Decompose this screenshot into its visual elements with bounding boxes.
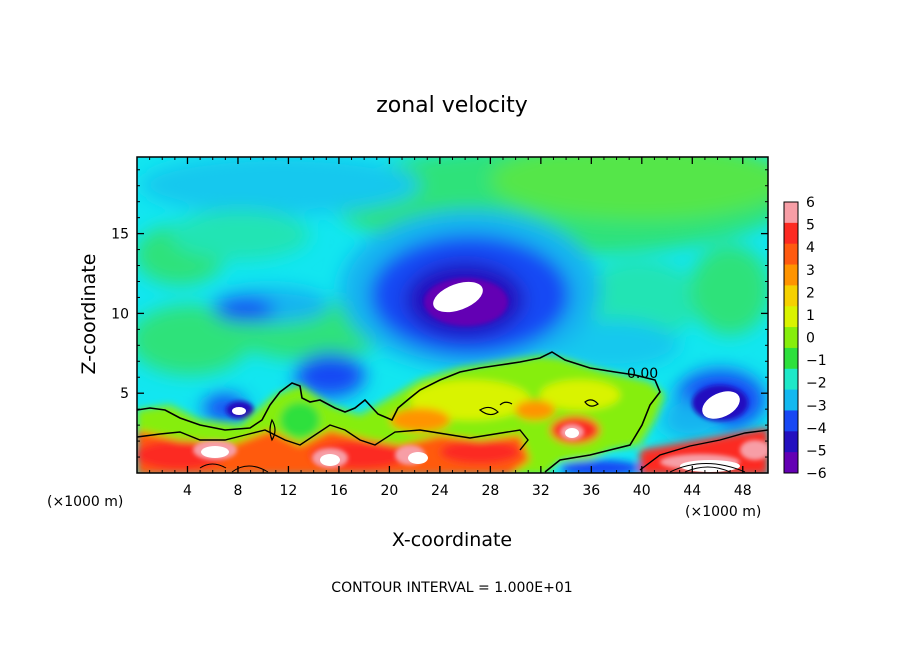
x-unit-label-left: (×1000 m) <box>47 494 123 510</box>
colorbar-swatch <box>784 389 798 411</box>
min-core-left <box>232 407 246 415</box>
colorbar-label: −3 <box>806 398 827 414</box>
min-core-right <box>702 391 740 419</box>
colorbar-swatch <box>784 285 798 307</box>
x-tick-label: 48 <box>734 483 752 499</box>
x-tick-label: 36 <box>582 483 600 499</box>
x-tick-label: 28 <box>481 483 499 499</box>
colorbar-swatch <box>784 452 798 474</box>
colorbar-label: 2 <box>806 285 815 301</box>
colorbar-label: −6 <box>806 466 827 482</box>
colorbar-swatch <box>784 368 798 391</box>
colorbar-label: 1 <box>806 308 815 324</box>
x-tick-label: 4 <box>183 483 192 499</box>
colorbar-label: −4 <box>806 421 827 437</box>
colorbar-swatch <box>784 222 798 245</box>
y-tick-label: 10 <box>111 306 129 322</box>
x-axis-ticks: 4 8 12 16 20 24 28 32 36 40 44 48 <box>149 157 756 499</box>
y-tick-label: 5 <box>120 386 129 402</box>
colorbar-label: 3 <box>806 263 815 279</box>
colorbar-swatch <box>784 410 798 432</box>
colorbar-label: 5 <box>806 218 815 234</box>
x-unit-label-right: (×1000 m) <box>685 504 761 520</box>
colorbar-label: 6 <box>806 195 815 211</box>
min-core-central <box>433 281 483 313</box>
colorbar-swatch <box>784 431 798 453</box>
x-tick-label: 8 <box>233 483 242 499</box>
colorbar-swatch <box>784 202 798 224</box>
colorbar-swatch <box>784 243 798 266</box>
x-tick-label: 44 <box>683 483 701 499</box>
colorbar-label: −1 <box>806 353 827 369</box>
zero-contour-line <box>137 351 661 473</box>
colorbar-label: 0 <box>806 331 815 347</box>
x-tick-label: 16 <box>330 483 348 499</box>
contour-label: 0.00 <box>627 366 658 382</box>
x-axis-label: X-coordinate <box>392 529 512 551</box>
colorbar-swatch <box>784 327 798 349</box>
x-tick-label: 20 <box>380 483 398 499</box>
contour-interval-footer: CONTOUR INTERVAL = 1.000E+01 <box>331 580 572 596</box>
y-tick-label: 15 <box>111 227 129 243</box>
colorbar-swatch <box>784 347 798 370</box>
y-axis-label: Z-coordinate <box>78 254 100 375</box>
heatmap-field <box>137 157 768 473</box>
colorbar-label: −2 <box>806 376 827 392</box>
colorbar-swatch <box>784 264 798 286</box>
colorbar-label: −5 <box>806 443 827 459</box>
x-tick-label: 32 <box>532 483 550 499</box>
x-tick-label: 12 <box>280 483 298 499</box>
x-tick-label: 24 <box>431 483 449 499</box>
y-axis-ticks: 5 10 15 <box>111 169 768 458</box>
colorbar: 6 5 4 3 2 1 0 −1 −2 −3 −4 −5 −6 <box>783 195 827 482</box>
x-tick-label: 40 <box>633 483 651 499</box>
colorbar-swatch <box>784 306 798 328</box>
colorbar-frame <box>783 201 799 474</box>
colorbar-label: 4 <box>806 240 815 256</box>
chart-title: zonal velocity <box>376 93 528 118</box>
